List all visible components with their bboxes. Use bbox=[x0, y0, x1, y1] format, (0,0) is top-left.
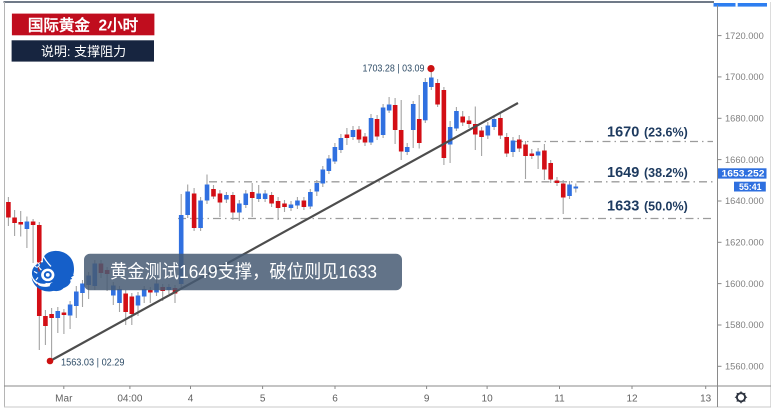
svg-text:说明: 支撑阻力: 说明: 支撑阻力 bbox=[41, 44, 126, 59]
svg-text:13: 13 bbox=[700, 394, 712, 405]
svg-text:1633: 1633 bbox=[607, 199, 639, 215]
svg-text:1670: 1670 bbox=[607, 125, 639, 141]
svg-text:4: 4 bbox=[188, 394, 194, 405]
svg-text:(38.2%): (38.2%) bbox=[644, 166, 688, 180]
svg-text:1703.28 | 03.09: 1703.28 | 03.09 bbox=[363, 63, 425, 74]
svg-text:1649: 1649 bbox=[607, 165, 639, 181]
svg-text:11: 11 bbox=[554, 394, 565, 405]
svg-text:1600.000: 1600.000 bbox=[725, 279, 764, 289]
svg-text:国际黄金 2小时: 国际黄金 2小时 bbox=[28, 16, 139, 35]
svg-text:10: 10 bbox=[482, 394, 494, 405]
svg-text:12: 12 bbox=[626, 394, 638, 405]
svg-text:1660.000: 1660.000 bbox=[725, 155, 764, 165]
svg-text:(50.0%): (50.0%) bbox=[644, 200, 688, 214]
svg-text:1653.252: 1653.252 bbox=[722, 168, 765, 179]
svg-text:1640.000: 1640.000 bbox=[725, 196, 764, 206]
svg-text:1563.03 | 02.29: 1563.03 | 02.29 bbox=[61, 358, 125, 369]
svg-text:55:41: 55:41 bbox=[739, 181, 762, 192]
svg-text:6: 6 bbox=[332, 394, 338, 405]
svg-text:1620.000: 1620.000 bbox=[725, 238, 764, 248]
svg-text:(23.6%): (23.6%) bbox=[644, 126, 688, 140]
svg-text:1700.000: 1700.000 bbox=[725, 72, 764, 82]
svg-text:Mar: Mar bbox=[55, 394, 73, 405]
svg-text:1580.000: 1580.000 bbox=[725, 320, 764, 330]
svg-text:1720.000: 1720.000 bbox=[725, 31, 764, 41]
svg-text:04:00: 04:00 bbox=[117, 394, 142, 405]
svg-text:黄金测试1649支撑，破位则见1633: 黄金测试1649支撑，破位则见1633 bbox=[110, 261, 377, 282]
svg-text:9: 9 bbox=[424, 394, 430, 405]
svg-text:1560.000: 1560.000 bbox=[725, 362, 764, 372]
svg-text:1680.000: 1680.000 bbox=[725, 114, 764, 124]
svg-text:5: 5 bbox=[260, 394, 266, 405]
